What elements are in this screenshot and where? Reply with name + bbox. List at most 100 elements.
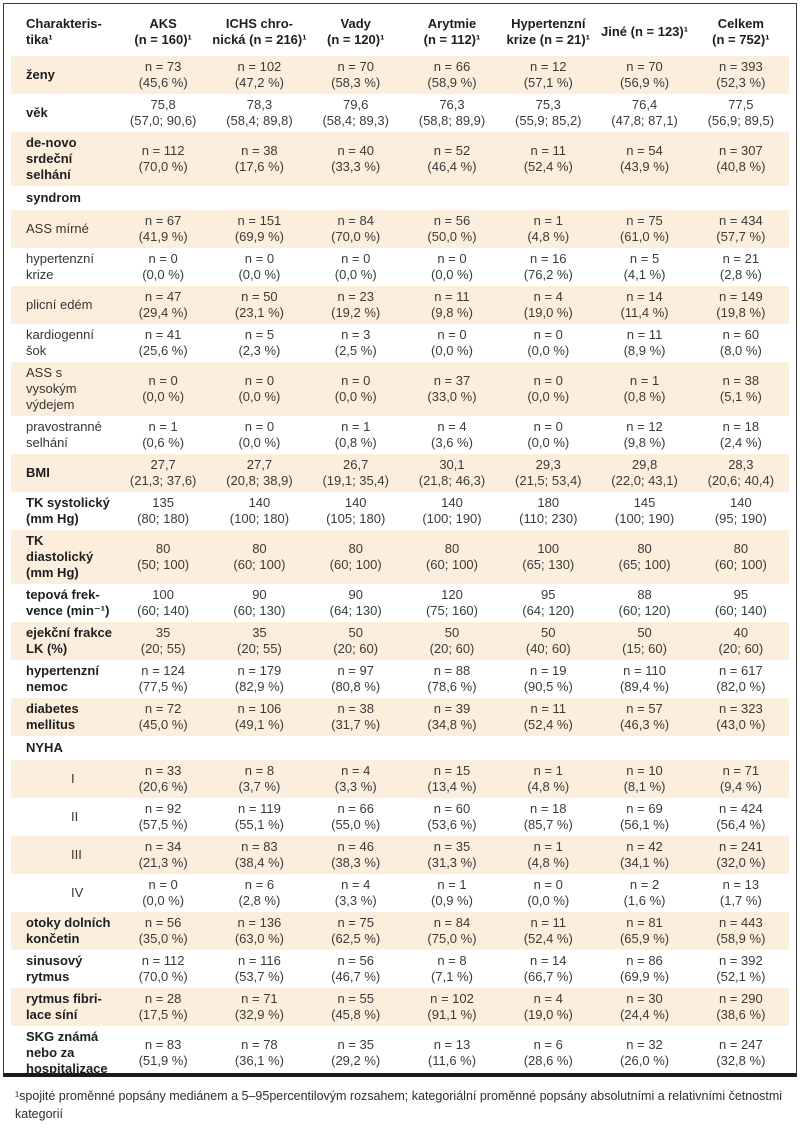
data-cell: n = 13(1,7 %) [693, 874, 789, 912]
data-cell: n = 0(0,0 %) [115, 248, 211, 286]
data-cell: n = 71(32,9 %) [211, 988, 307, 1026]
row-label: I [11, 760, 115, 798]
data-cell: n = 70(56,9 %) [596, 56, 692, 94]
column-header: ICHS chro-nická (n = 216)¹ [211, 9, 307, 56]
data-cell: 26,7(19,1; 35,4) [308, 454, 404, 492]
data-cell: n = 136(63,0 %) [211, 912, 307, 950]
data-cell: n = 1(4,8 %) [500, 836, 596, 874]
data-cell: n = 0(0,0 %) [308, 362, 404, 416]
row-label: ASS mírné [11, 210, 115, 248]
data-cell: 140(100; 180) [211, 492, 307, 530]
data-cell: 90(64; 130) [308, 584, 404, 622]
data-cell: n = 41(25,6 %) [115, 324, 211, 362]
data-cell: 35(20; 55) [211, 622, 307, 660]
data-cell: n = 0(0,0 %) [500, 324, 596, 362]
data-cell: n = 81(65,9 %) [596, 912, 692, 950]
data-cell: n = 54(43,9 %) [596, 132, 692, 186]
table-row: TK diastolický(mm Hg)80(50; 100)80(60; 1… [11, 530, 789, 584]
row-label: ženy [11, 56, 115, 94]
data-cell: 30,1(21,8; 46,3) [404, 454, 500, 492]
data-cell: n = 11(9,8 %) [404, 286, 500, 324]
data-cell: 29,8(22,0; 43,1) [596, 454, 692, 492]
data-cell: n = 46(38,3 %) [308, 836, 404, 874]
data-cell: n = 38(31,7 %) [308, 698, 404, 736]
data-cell: n = 83(51,9 %) [115, 1026, 211, 1080]
data-cell: 145(100; 190) [596, 492, 692, 530]
data-cell: n = 179(82,9 %) [211, 660, 307, 698]
row-label: TK diastolický(mm Hg) [11, 530, 115, 584]
data-cell: n = 241(32,0 %) [693, 836, 789, 874]
data-cell: n = 110(89,4 %) [596, 660, 692, 698]
data-cell: n = 56(50,0 %) [404, 210, 500, 248]
data-cell: n = 443(58,9 %) [693, 912, 789, 950]
data-cell: n = 1(4,8 %) [500, 210, 596, 248]
data-cell: n = 124(77,5 %) [115, 660, 211, 698]
data-cell: n = 19(90,5 %) [500, 660, 596, 698]
data-cell: n = 149(19,8 %) [693, 286, 789, 324]
data-cell: n = 32(26,0 %) [596, 1026, 692, 1080]
data-cell: 75,8(57,0; 90,6) [115, 94, 211, 132]
data-cell: n = 34(21,3 %) [115, 836, 211, 874]
data-cell: n = 106(49,1 %) [211, 698, 307, 736]
data-cell: n = 393(52,3 %) [693, 56, 789, 94]
data-cell: n = 84(70,0 %) [308, 210, 404, 248]
data-cell: n = 75(61,0 %) [596, 210, 692, 248]
table-row: tepová frek-vence (min⁻¹)100(60; 140)90(… [11, 584, 789, 622]
data-cell: 50(20; 60) [404, 622, 500, 660]
data-cell: n = 1(0,6 %) [115, 416, 211, 454]
data-cell: n = 6(28,6 %) [500, 1026, 596, 1080]
data-cell: 100(65; 130) [500, 530, 596, 584]
data-cell: 35(20; 55) [115, 622, 211, 660]
data-cell: n = 0(0,0 %) [115, 362, 211, 416]
data-cell: n = 3(2,5 %) [308, 324, 404, 362]
data-cell: n = 5(4,1 %) [596, 248, 692, 286]
row-label: tepová frek-vence (min⁻¹) [11, 584, 115, 622]
row-label: věk [11, 94, 115, 132]
data-cell: n = 323(43,0 %) [693, 698, 789, 736]
data-cell: n = 97(80,8 %) [308, 660, 404, 698]
data-cell: n = 56(35,0 %) [115, 912, 211, 950]
data-cell: n = 66(55,0 %) [308, 798, 404, 836]
data-cell: n = 13(11,6 %) [404, 1026, 500, 1080]
row-label: IV [11, 874, 115, 912]
data-cell: n = 18(85,7 %) [500, 798, 596, 836]
data-cell: n = 12(57,1 %) [500, 56, 596, 94]
data-cell: 80(60; 100) [693, 530, 789, 584]
data-cell: n = 1(4,8 %) [500, 760, 596, 798]
data-cell: 95(64; 120) [500, 584, 596, 622]
column-header: Arytmie(n = 112)¹ [404, 9, 500, 56]
data-cell: 88(60; 120) [596, 584, 692, 622]
data-cell: n = 69(56,1 %) [596, 798, 692, 836]
data-cell: n = 55(45,8 %) [308, 988, 404, 1026]
data-cell: n = 1(0,8 %) [596, 362, 692, 416]
data-cell: n = 0(0,0 %) [404, 248, 500, 286]
data-cell: n = 88(78,6 %) [404, 660, 500, 698]
data-cell: 140(100; 190) [404, 492, 500, 530]
data-cell: n = 5(2,3 %) [211, 324, 307, 362]
data-cell: n = 0(0,0 %) [211, 416, 307, 454]
row-label: II [11, 798, 115, 836]
data-cell: n = 37(33,0 %) [404, 362, 500, 416]
data-cell: n = 4(3,6 %) [404, 416, 500, 454]
data-cell: 79,6(58,4; 89,3) [308, 94, 404, 132]
data-cell: n = 40(33,3 %) [308, 132, 404, 186]
data-cell: n = 11(8,9 %) [596, 324, 692, 362]
data-cell: n = 70(58,3 %) [308, 56, 404, 94]
data-cell: n = 11(52,4 %) [500, 132, 596, 186]
